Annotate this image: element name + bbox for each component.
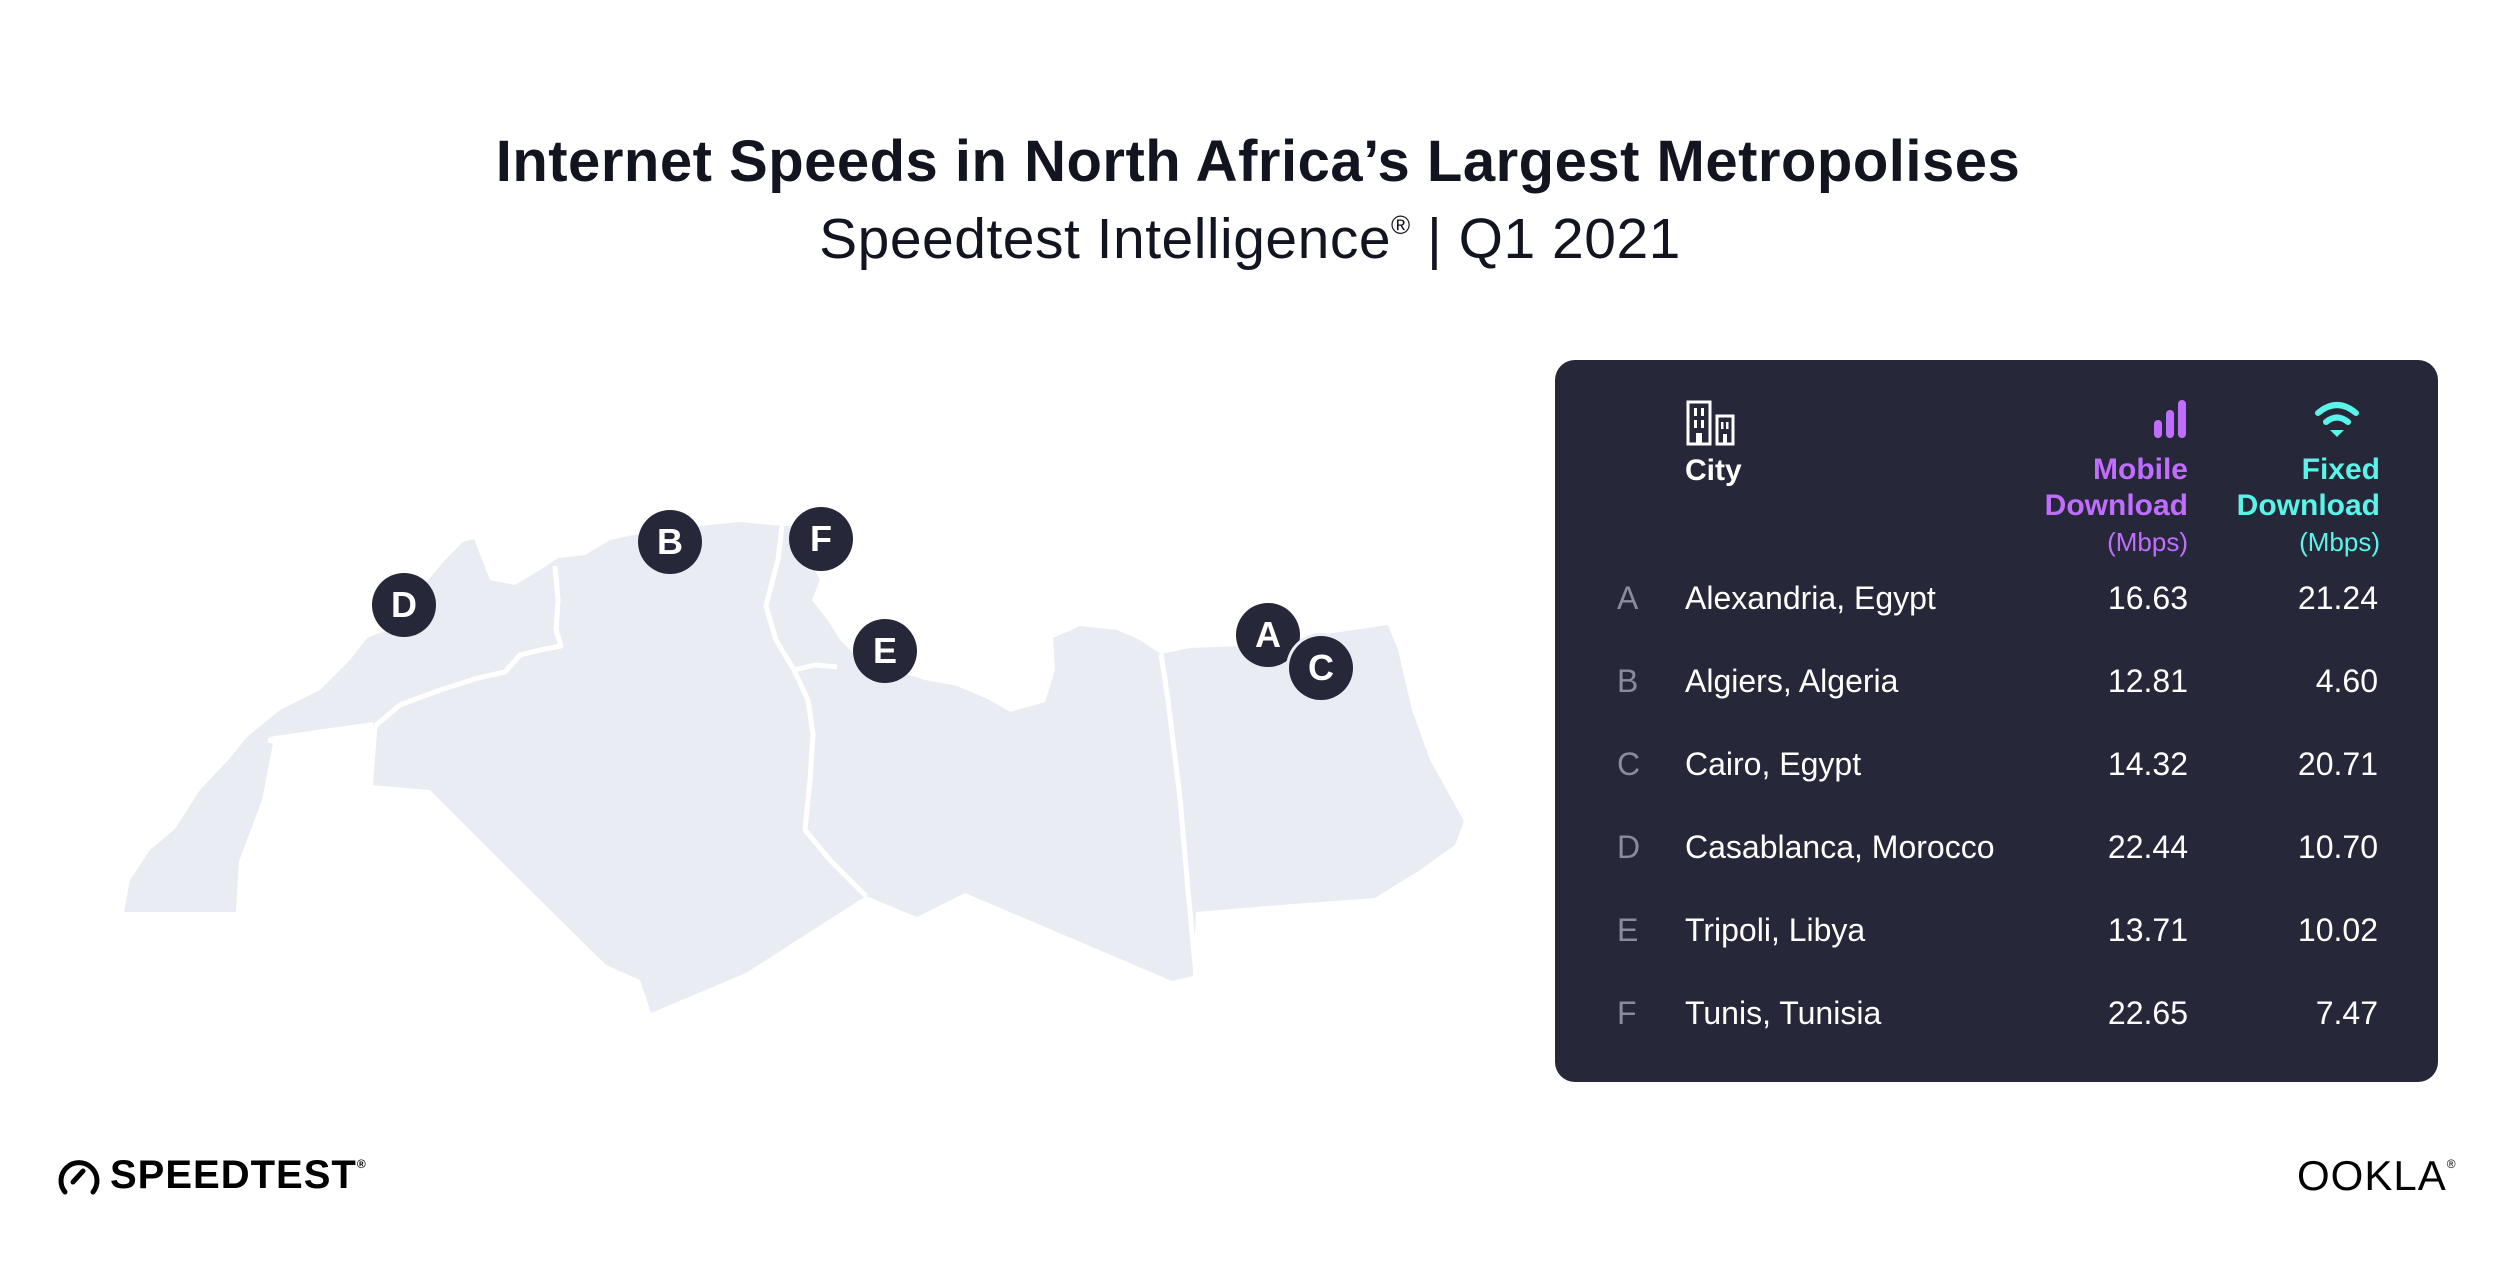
row-city: Cairo, Egypt xyxy=(1685,746,1862,782)
row-city: Algiers, Algeria xyxy=(1685,663,1899,699)
row-city: Tripoli, Libya xyxy=(1685,912,1866,948)
border-algeria-libya xyxy=(791,668,868,898)
buildings-icon xyxy=(1686,400,1735,446)
table-row: C Cairo, Egypt 14.32 20.71 xyxy=(1555,746,2438,796)
fixed-header-unit: (Mbps) xyxy=(2299,527,2380,557)
row-letter: F xyxy=(1617,995,1637,1031)
map-marker-c: C xyxy=(1289,636,1353,700)
row-mobile-download: 22.44 xyxy=(2107,829,2188,865)
table-row: A Alexandria, Egypt 16.63 21.24 xyxy=(1555,580,2438,630)
subtitle-source: Speedtest Intelligence xyxy=(819,207,1392,271)
border-tunisia-libya xyxy=(793,662,838,673)
column-header-city: City xyxy=(1685,400,1742,488)
map-marker-b: B xyxy=(638,510,702,574)
mobile-header-line1: Mobile xyxy=(2093,453,2188,486)
map-marker-d: D xyxy=(372,573,436,637)
table-row: E Tripoli, Libya 13.71 10.02 xyxy=(1555,912,2438,962)
ookla-logo: OOKLA® xyxy=(2297,1152,2457,1199)
row-fixed-download: 10.70 xyxy=(2297,829,2378,865)
map-marker-a: A xyxy=(1236,603,1300,667)
column-header-fixed: Fixed Download (Mbps) xyxy=(2237,398,2380,560)
column-header-mobile: Mobile Download (Mbps) xyxy=(2045,398,2188,560)
fixed-header-line1: Fixed xyxy=(2301,453,2380,486)
map-marker-e: E xyxy=(853,619,917,683)
signal-bars-icon xyxy=(2154,400,2186,438)
speedometer-icon xyxy=(58,1159,100,1194)
row-fixed-download: 4.60 xyxy=(2315,663,2378,699)
border-algeria-tunisia xyxy=(763,525,797,672)
row-letter: B xyxy=(1617,663,1639,699)
row-letter: A xyxy=(1617,580,1639,616)
row-mobile-download: 12.81 xyxy=(2107,663,2188,699)
speeds-table: City Mobile Download (Mbps) Fixed Downlo… xyxy=(1555,360,2438,1082)
row-fixed-download: 21.24 xyxy=(2297,580,2378,616)
fixed-header-line2: Download xyxy=(2236,489,2380,522)
mobile-header-unit: (Mbps) xyxy=(2107,527,2188,557)
row-fixed-download: 20.71 xyxy=(2297,746,2378,782)
speedtest-logo: SPEEDTEST® xyxy=(56,1153,367,1198)
page-title: Internet Speeds in North Africa’s Larges… xyxy=(495,129,2021,194)
subtitle-period: | Q1 2021 xyxy=(1410,207,1681,271)
row-city: Casablanca, Morocco xyxy=(1685,829,1995,865)
row-letter: C xyxy=(1617,746,1641,782)
wifi-icon xyxy=(2315,402,2359,437)
border-western-sahara-dashed xyxy=(267,737,371,763)
mobile-header-line2: Download xyxy=(2044,489,2188,522)
speedtest-wordmark: SPEEDTEST® xyxy=(110,1153,367,1197)
row-mobile-download: 13.71 xyxy=(2107,912,2188,948)
column-header-city-label: City xyxy=(1685,454,1742,487)
row-fixed-download: 10.02 xyxy=(2297,912,2378,948)
row-letter: E xyxy=(1617,912,1639,948)
map-marker-f: F xyxy=(789,507,853,571)
page-subtitle: Speedtest Intelligence® | Q1 2021 xyxy=(0,206,2500,272)
registered-mark: ® xyxy=(1391,210,1411,240)
map-landmass xyxy=(124,522,1464,1013)
border-libya-egypt xyxy=(1158,653,1199,977)
table-row: D Casablanca, Morocco 22.44 10.70 xyxy=(1555,829,2438,879)
border-morocco-algeria xyxy=(367,565,564,791)
row-mobile-download: 16.63 xyxy=(2107,580,2188,616)
table-row: B Algiers, Algeria 12.81 4.60 xyxy=(1555,663,2438,713)
row-city: Tunis, Tunisia xyxy=(1685,995,1882,1031)
table-row: F Tunis, Tunisia 22.65 7.47 xyxy=(1555,995,2438,1045)
row-fixed-download: 7.47 xyxy=(2315,995,2378,1031)
row-city: Alexandria, Egypt xyxy=(1685,580,1936,616)
row-mobile-download: 14.32 xyxy=(2107,746,2188,782)
row-mobile-download: 22.65 xyxy=(2107,995,2188,1031)
row-letter: D xyxy=(1617,829,1641,865)
